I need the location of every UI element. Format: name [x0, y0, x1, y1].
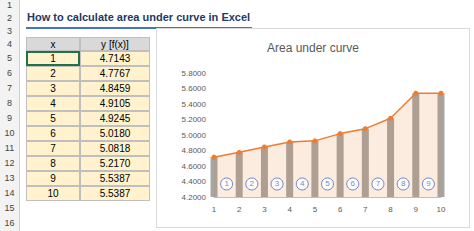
svg-text:9: 9	[414, 205, 419, 214]
svg-text:4.2000: 4.2000	[182, 193, 207, 202]
svg-text:5.0000: 5.0000	[182, 131, 207, 140]
svg-text:8: 8	[388, 205, 393, 214]
html-text:7: 7	[50, 143, 56, 154]
html-text:How to calculate area under cu: How to calculate area under curve in Exc…	[27, 11, 251, 23]
svg-text:4.4000: 4.4000	[182, 177, 207, 186]
svg-text:3: 3	[262, 205, 267, 214]
html-text:2: 2	[50, 68, 56, 79]
html-text:5.0818: 5.0818	[99, 143, 131, 154]
svg-text:7: 7	[363, 205, 368, 214]
html-text:13: 13	[4, 173, 15, 183]
svg-text:5.2000: 5.2000	[182, 115, 207, 124]
html-text:5: 5	[7, 53, 12, 63]
html-text:7: 7	[7, 83, 12, 93]
html-text:8: 8	[7, 98, 12, 108]
html-text:4: 4	[50, 98, 56, 109]
html-text:x: x	[50, 38, 56, 50]
html-text:3: 3	[50, 83, 56, 94]
html-text:9: 9	[7, 113, 12, 123]
html-text:6: 6	[50, 128, 56, 139]
html-text:12: 12	[4, 158, 15, 168]
html-text:5.5387: 5.5387	[99, 173, 131, 184]
svg-text:6: 6	[350, 179, 355, 188]
html-text:4.9105: 4.9105	[99, 98, 131, 109]
html-text:4.7143: 4.7143	[99, 53, 131, 64]
svg-text:2: 2	[237, 205, 242, 214]
svg-text:5.4000: 5.4000	[182, 100, 207, 109]
svg-text:8: 8	[401, 179, 406, 188]
svg-text:4.6000: 4.6000	[182, 162, 207, 171]
svg-text:5: 5	[325, 179, 330, 188]
html-text:8: 8	[50, 158, 56, 169]
svg-text:5.8000: 5.8000	[182, 69, 207, 78]
svg-text:4: 4	[287, 205, 292, 214]
html-text:1: 1	[7, 0, 12, 10]
svg-text:Area under curve: Area under curve	[267, 41, 359, 55]
svg-text:10: 10	[437, 205, 446, 214]
html-text:16: 16	[4, 218, 15, 228]
html-text:5.5387: 5.5387	[99, 188, 131, 199]
html-text:3: 3	[7, 26, 12, 36]
html-text:15: 15	[4, 203, 15, 213]
svg-text:4.8000: 4.8000	[182, 146, 207, 155]
svg-text:6: 6	[338, 205, 343, 214]
svg-text:5.6000: 5.6000	[182, 84, 207, 93]
svg-text:3: 3	[275, 179, 280, 188]
html-text:y [f(x)]: y [f(x)]	[101, 38, 129, 50]
svg-text:1: 1	[224, 179, 229, 188]
html-text:6: 6	[7, 68, 12, 78]
html-text:4: 4	[7, 39, 12, 49]
html-text:4.7767: 4.7767	[99, 68, 131, 79]
svg-text:4: 4	[300, 179, 305, 188]
svg-text:7: 7	[376, 179, 381, 188]
html-text:10: 10	[4, 128, 15, 138]
html-text:11: 11	[4, 143, 15, 153]
html-text:4.9245: 4.9245	[99, 113, 131, 124]
html-text:10: 10	[47, 188, 59, 199]
html-text:14: 14	[4, 188, 15, 198]
html-text:9: 9	[50, 173, 56, 184]
svg-text:2: 2	[250, 179, 255, 188]
html-text:5.2170: 5.2170	[99, 158, 131, 169]
svg-text:5: 5	[313, 205, 318, 214]
html-text:1: 1	[50, 53, 56, 64]
svg-text:1: 1	[212, 205, 217, 214]
html-text:5: 5	[50, 113, 56, 124]
svg-text:9: 9	[426, 179, 431, 188]
html-text:5.0180: 5.0180	[99, 128, 131, 139]
html-text:2: 2	[7, 13, 12, 23]
html-text:4.8459: 4.8459	[99, 83, 131, 94]
